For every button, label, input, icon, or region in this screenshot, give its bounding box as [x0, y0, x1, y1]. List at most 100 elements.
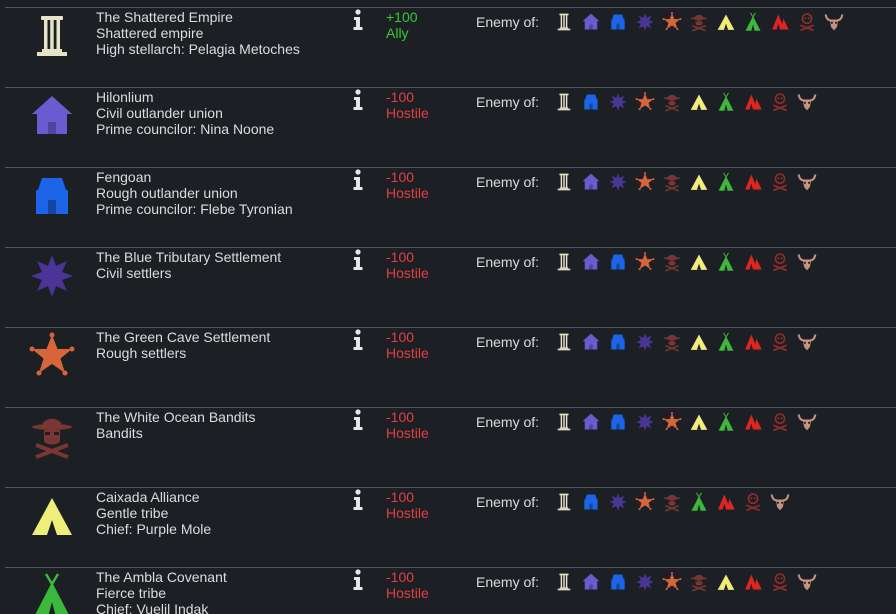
orange-star-icon[interactable] [635, 172, 655, 192]
pirate-skull-icon[interactable] [770, 412, 790, 432]
faction-name: The Ambla Covenant [96, 569, 227, 585]
fengoan-hut-icon[interactable] [581, 92, 601, 112]
yellow-tent-icon[interactable] [716, 12, 736, 32]
blue-star-icon[interactable] [635, 572, 655, 592]
orange-star-icon[interactable] [635, 492, 655, 512]
fengoan-hut-icon[interactable] [581, 492, 601, 512]
pirate-skull-icon[interactable] [743, 492, 763, 512]
green-tent-icon[interactable] [716, 172, 736, 192]
bandit-icon[interactable] [689, 572, 709, 592]
orange-star-icon[interactable] [662, 12, 682, 32]
horned-skull-icon[interactable] [797, 412, 817, 432]
faction-leader: Chief: Vuelil Indak [96, 601, 209, 614]
red-tent-icon[interactable] [743, 172, 763, 192]
bandit-icon[interactable] [662, 252, 682, 272]
hilonlium-house-icon[interactable] [581, 252, 601, 272]
orange-star-icon[interactable] [28, 332, 76, 380]
info-icon[interactable] [351, 89, 365, 111]
fengoan-hut-icon[interactable] [608, 12, 628, 32]
horned-skull-icon[interactable] [770, 492, 790, 512]
info-icon[interactable] [351, 329, 365, 351]
hilonlium-house-icon[interactable] [28, 92, 76, 140]
bandit-icon[interactable] [662, 492, 682, 512]
pirate-skull-icon[interactable] [770, 572, 790, 592]
blue-star-icon[interactable] [608, 92, 628, 112]
green-tent-icon[interactable] [716, 252, 736, 272]
red-tent-icon[interactable] [716, 492, 736, 512]
fengoan-hut-icon[interactable] [608, 252, 628, 272]
orange-star-icon[interactable] [662, 572, 682, 592]
info-icon[interactable] [351, 249, 365, 271]
yellow-tent-icon[interactable] [689, 332, 709, 352]
horned-skull-icon[interactable] [797, 252, 817, 272]
empire-pillar-icon[interactable] [554, 172, 574, 192]
orange-star-icon[interactable] [635, 252, 655, 272]
pirate-skull-icon[interactable] [770, 172, 790, 192]
fengoan-hut-icon[interactable] [608, 412, 628, 432]
green-tent-icon[interactable] [689, 492, 709, 512]
horned-skull-icon[interactable] [797, 172, 817, 192]
blue-star-icon[interactable] [28, 252, 76, 300]
hilonlium-house-icon[interactable] [581, 412, 601, 432]
blue-star-icon[interactable] [635, 412, 655, 432]
goodwill: -100 Hostile [386, 89, 429, 121]
horned-skull-icon[interactable] [797, 92, 817, 112]
hilonlium-house-icon[interactable] [581, 332, 601, 352]
green-tent-icon[interactable] [28, 572, 76, 614]
empire-pillar-icon[interactable] [554, 92, 574, 112]
red-tent-icon[interactable] [743, 92, 763, 112]
info-icon[interactable] [351, 569, 365, 591]
horned-skull-icon[interactable] [797, 572, 817, 592]
pirate-skull-icon[interactable] [797, 12, 817, 32]
bandit-icon[interactable] [662, 172, 682, 192]
yellow-tent-icon[interactable] [689, 412, 709, 432]
info-icon[interactable] [351, 409, 365, 431]
hilonlium-house-icon[interactable] [581, 172, 601, 192]
red-tent-icon[interactable] [743, 332, 763, 352]
pirate-skull-icon[interactable] [770, 332, 790, 352]
blue-star-icon[interactable] [608, 172, 628, 192]
hilonlium-house-icon[interactable] [581, 12, 601, 32]
empire-pillar-icon[interactable] [554, 572, 574, 592]
goodwill-value: +100 [386, 9, 418, 25]
fengoan-hut-icon[interactable] [28, 172, 76, 220]
yellow-tent-icon[interactable] [689, 252, 709, 272]
red-tent-icon[interactable] [743, 252, 763, 272]
empire-pillar-icon[interactable] [554, 492, 574, 512]
pirate-skull-icon[interactable] [770, 252, 790, 272]
yellow-tent-icon[interactable] [689, 172, 709, 192]
info-icon[interactable] [351, 9, 365, 31]
horned-skull-icon[interactable] [824, 12, 844, 32]
bandit-icon[interactable] [662, 92, 682, 112]
horned-skull-icon[interactable] [797, 332, 817, 352]
bandit-icon[interactable] [689, 12, 709, 32]
green-tent-icon[interactable] [743, 12, 763, 32]
blue-star-icon[interactable] [635, 12, 655, 32]
yellow-tent-icon[interactable] [28, 492, 76, 540]
green-tent-icon[interactable] [716, 412, 736, 432]
orange-star-icon[interactable] [635, 92, 655, 112]
blue-star-icon[interactable] [635, 332, 655, 352]
hilonlium-house-icon[interactable] [581, 572, 601, 592]
orange-star-icon[interactable] [662, 412, 682, 432]
empire-pillar-icon[interactable] [554, 252, 574, 272]
green-tent-icon[interactable] [716, 92, 736, 112]
bandit-icon[interactable] [662, 332, 682, 352]
empire-pillar-icon[interactable] [554, 412, 574, 432]
info-icon[interactable] [351, 169, 365, 191]
info-icon[interactable] [351, 489, 365, 511]
blue-star-icon[interactable] [608, 492, 628, 512]
red-tent-icon[interactable] [770, 12, 790, 32]
pirate-skull-icon[interactable] [770, 92, 790, 112]
red-tent-icon[interactable] [743, 572, 763, 592]
fengoan-hut-icon[interactable] [608, 572, 628, 592]
empire-pillar-icon[interactable] [554, 332, 574, 352]
red-tent-icon[interactable] [743, 412, 763, 432]
bandit-icon[interactable] [28, 412, 76, 460]
fengoan-hut-icon[interactable] [608, 332, 628, 352]
empire-icon[interactable] [28, 12, 76, 60]
empire-pillar-icon[interactable] [554, 12, 574, 32]
green-tent-icon[interactable] [716, 332, 736, 352]
yellow-tent-icon[interactable] [716, 572, 736, 592]
yellow-tent-icon[interactable] [689, 92, 709, 112]
